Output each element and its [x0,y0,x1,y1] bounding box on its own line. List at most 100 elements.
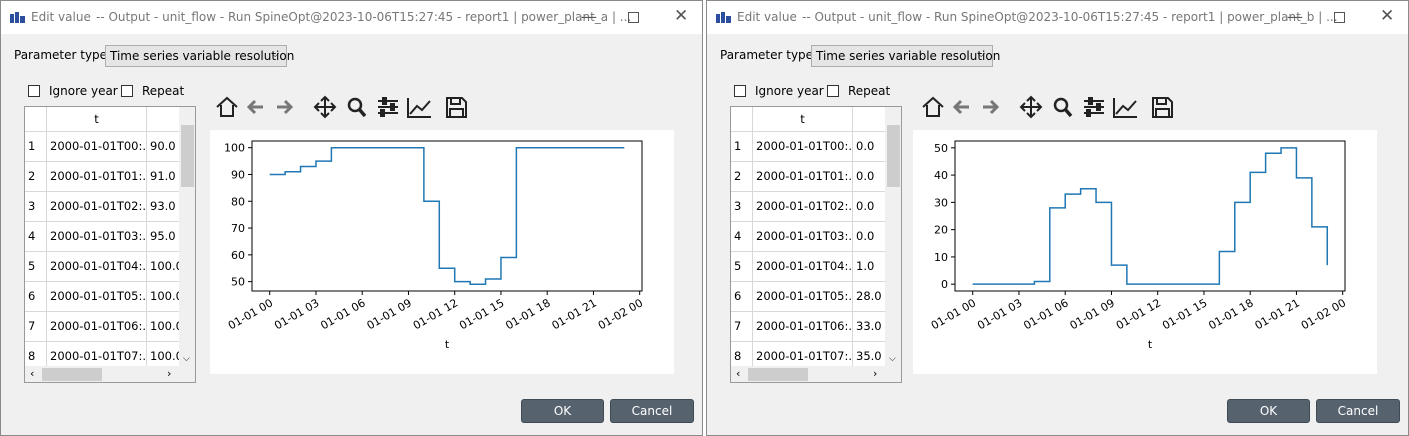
toolbar-icons[interactable] [922,95,1173,119]
time-cell[interactable]: 2000-01-01T06:... [753,312,853,342]
value-cell[interactable]: 100.0 [147,312,180,342]
scroll-arrow: ⌵ [889,354,896,364]
time-cell[interactable]: 2000-01-01T04:... [47,252,147,282]
ok-button[interactable]: OK [521,399,604,423]
value-cell[interactable]: 100.0 [147,252,180,282]
x-tick-label: 01-02 00 [596,296,645,332]
row-number: 3 [731,192,753,222]
cancel-button[interactable]: Cancel [1316,399,1400,423]
value-cell[interactable]: 100.0 [147,282,180,312]
parameter-type-combo[interactable]: Time series variable resolution ⌵ [105,45,294,67]
value-cell[interactable]: 0.0 [853,162,886,192]
checkbox[interactable] [121,85,133,97]
y-tick-label: 50 [231,276,245,289]
checkbox-label: Ignore year [755,84,824,98]
title-app: Edit value [737,10,797,24]
time-cell[interactable]: 2000-01-01T05:... [753,282,853,312]
cancel-button[interactable]: Cancel [610,399,694,423]
title-text: -- Output - unit_flow - Run SpineOpt@202… [802,10,1338,24]
step-line [269,146,625,286]
x-tick-label: 01-01 21 [1253,296,1302,332]
x-tick-label: 01-01 12 [1114,296,1163,332]
y-tick-label: 10 [934,251,948,264]
checkbox[interactable] [734,85,746,97]
y-tick-label: 90 [231,168,245,181]
maximize-button[interactable] [628,12,639,23]
column-header: t [753,107,853,132]
row-header-corner [25,107,47,132]
time-cell[interactable]: 2000-01-01T00:... [47,132,147,162]
x-tick-label: 01-01 06 [1021,296,1070,332]
axes-frame [954,140,1346,292]
title-text: -- Output - unit_flow - Run SpineOpt@202… [96,10,632,24]
ok-button[interactable]: OK [1227,399,1310,423]
toolbar[interactable] [921,95,1181,121]
x-tick-label: 01-01 15 [1160,296,1209,332]
time-cell[interactable]: 2000-01-01T01:... [753,162,853,192]
time-cell[interactable]: 2000-01-01T05:... [47,282,147,312]
x-tick-label: 01-01 03 [975,296,1024,332]
app-icon [716,12,731,23]
row-number: 7 [25,312,47,342]
row-number: 6 [731,282,753,312]
combo-value: Time series variable resolution [816,49,1001,63]
value-cell[interactable]: 90.0 [147,132,180,162]
scroll-thumb [887,125,900,187]
title-app: Edit value [31,10,91,24]
checkbox[interactable] [28,85,40,97]
table: t 1 2000-01-01T00:... 90.0 2 2000-01-01T01:..… [24,106,196,383]
maximize-button[interactable] [1334,12,1345,23]
row-number: 3 [25,192,47,222]
dialog: Edit value -- Output - unit_flow - Run Sp… [0,0,703,436]
title-bar: Edit value -- Output - unit_flow - Run Sp… [1,1,702,34]
step-line [972,147,1329,285]
y-tick-label: 80 [231,195,245,208]
combo-arrow: ⌵ [977,47,986,60]
row-number: 4 [731,222,753,252]
x-tick-label: 01-01 09 [1068,296,1117,332]
scroll-thumb [748,368,808,381]
x-tick-label: 01-01 00 [929,296,978,332]
value-cell[interactable]: 91.0 [147,162,180,192]
y-tick-label: 20 [934,224,948,237]
y-tick-label: 100 [224,142,245,155]
close-button[interactable]: ✕ [1380,6,1395,26]
x-tick-label: 01-01 15 [457,296,506,332]
value-cell[interactable]: 1.0 [853,252,886,282]
y-tick-label: 0 [941,278,948,291]
close-button[interactable]: ✕ [674,6,689,26]
value-cell[interactable]: 95.0 [147,222,180,252]
y-tick-label: 40 [934,169,948,182]
combo-arrow: ⌵ [271,47,280,60]
y-tick-label: 50 [934,142,948,155]
value-cell[interactable]: 93.0 [147,192,180,222]
x-tick-label: 01-01 18 [503,296,552,332]
minimize-button[interactable]: — [1287,7,1303,26]
time-cell[interactable]: 2000-01-01T01:... [47,162,147,192]
value-cell[interactable]: 0.0 [853,192,886,222]
time-cell[interactable]: 2000-01-01T03:... [753,222,853,252]
scroll-arrow: ‹ [30,367,35,380]
minimize-button[interactable]: — [581,7,597,26]
value-cell[interactable]: 0.0 [853,132,886,162]
value-cell[interactable]: 0.0 [853,222,886,252]
toolbar-icons[interactable] [216,95,467,119]
row-number: 2 [25,162,47,192]
checkbox[interactable] [827,85,839,97]
toolbar[interactable] [215,95,475,121]
value-cell[interactable]: 33.0 [853,312,886,342]
time-cell[interactable]: 2000-01-01T00:... [753,132,853,162]
parameter-type-combo[interactable]: Time series variable resolution ⌵ [811,45,1000,67]
time-cell[interactable]: 2000-01-01T04:... [753,252,853,282]
time-cell[interactable]: 2000-01-01T02:... [753,192,853,222]
x-tick-label: 01-02 00 [1299,296,1348,332]
time-cell[interactable]: 2000-01-01T06:... [47,312,147,342]
time-cell[interactable]: 2000-01-01T03:... [47,222,147,252]
axes-frame [251,140,643,292]
time-cell[interactable]: 2000-01-01T02:... [47,192,147,222]
scroll-thumb [42,368,102,381]
row-number: 5 [25,252,47,282]
scroll-thumb [181,125,194,187]
value-cell[interactable]: 28.0 [853,282,886,312]
